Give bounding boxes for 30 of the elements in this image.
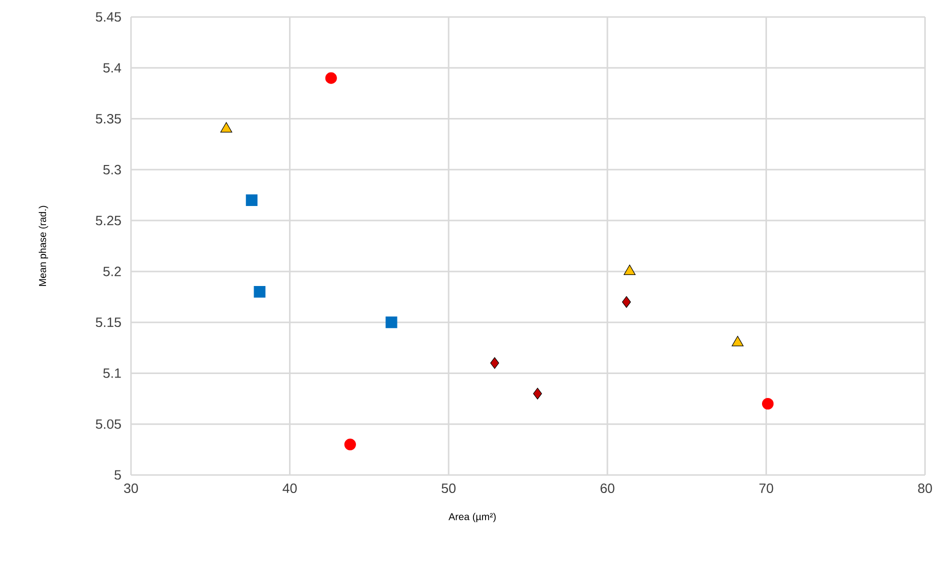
point: [325, 72, 337, 84]
y-tick-label: 5: [114, 470, 121, 480]
y-tick-label: 5.15: [96, 318, 121, 328]
x-axis-title: Area (µm²): [448, 512, 496, 522]
x-tick-label: 50: [442, 484, 456, 494]
y-tick-label: 5.05: [96, 419, 121, 429]
point: [220, 122, 232, 133]
point: [490, 357, 500, 369]
y-tick-label: 5.25: [96, 216, 121, 226]
y-tick-label: 5.2: [103, 266, 121, 276]
point: [254, 286, 266, 298]
y-tick-label: 5.1: [103, 368, 121, 378]
point: [344, 438, 356, 450]
x-tick-label: 80: [918, 484, 932, 494]
x-tick-label: 40: [282, 484, 297, 494]
x-tick-label: 60: [600, 484, 614, 494]
y-tick-label: 5.4: [103, 63, 122, 73]
point: [533, 388, 542, 400]
point: [762, 398, 774, 410]
point: [246, 194, 258, 206]
x-tick-label: 30: [124, 484, 138, 494]
x-tick-label: 70: [759, 484, 774, 494]
y-tick-label: 5.3: [103, 164, 121, 174]
point: [732, 336, 744, 346]
y-tick-label: 5.45: [96, 12, 121, 22]
point: [624, 264, 636, 275]
point: [386, 316, 398, 328]
y-axis-title: Mean phase (rad.): [38, 206, 48, 286]
point: [622, 296, 631, 308]
y-tick-label: 5.35: [96, 114, 121, 124]
